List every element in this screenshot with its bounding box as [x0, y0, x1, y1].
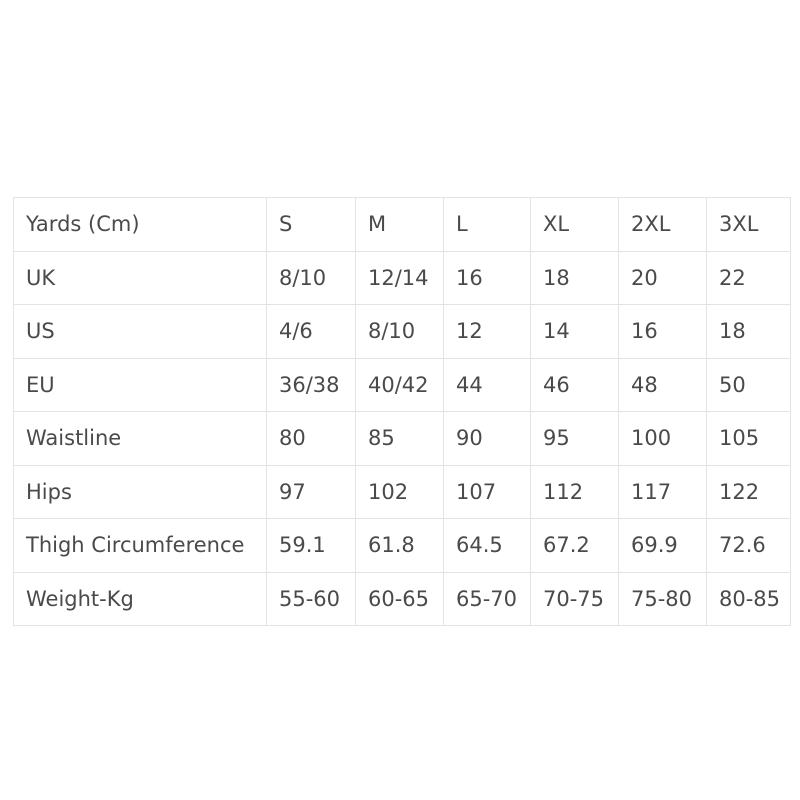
table-row: Thigh Circumference 59.1 61.8 64.5 67.2 69.9 7…: [13, 518, 791, 573]
table-cell: 18: [706, 304, 791, 359]
header-size: 2XL: [618, 197, 707, 252]
row-label: Weight-Kg: [13, 571, 267, 626]
table-cell: 64.5: [443, 518, 531, 573]
table-cell: 112: [530, 464, 619, 519]
table-row: Waistline 80 85 90 95 100 105: [13, 411, 791, 466]
table-cell: 97: [266, 464, 356, 519]
table-cell: 122: [706, 464, 791, 519]
table-row: Weight-Kg 55-60 60-65 65-70 70-75 75-80 80-85: [13, 571, 791, 626]
table-cell: 36/38: [266, 357, 356, 412]
table-cell: 16: [618, 304, 707, 359]
table-cell: 65-70: [443, 571, 531, 626]
header-size: 3XL: [706, 197, 791, 252]
table-cell: 80-85: [706, 571, 791, 626]
row-label: EU: [13, 357, 267, 412]
table-cell: 67.2: [530, 518, 619, 573]
table-cell: 75-80: [618, 571, 707, 626]
table-row: Hips 97 102 107 112 117 122: [13, 464, 791, 519]
header-size: XL: [530, 197, 619, 252]
table-cell: 90: [443, 411, 531, 466]
table-cell: 72.6: [706, 518, 791, 573]
table-cell: 102: [355, 464, 444, 519]
table-cell: 14: [530, 304, 619, 359]
table-cell: 16: [443, 250, 531, 305]
table-cell: 12: [443, 304, 531, 359]
table-cell: 69.9: [618, 518, 707, 573]
table-cell: 107: [443, 464, 531, 519]
table-cell: 55-60: [266, 571, 356, 626]
table-cell: 60-65: [355, 571, 444, 626]
size-chart-table: Yards (Cm) S M L XL 2XL 3XL UK 8/10 12/14 1…: [13, 197, 791, 626]
row-label: Waistline: [13, 411, 267, 466]
table-row: US 4/6 8/10 12 14 16 18: [13, 304, 791, 359]
table-cell: 8/10: [266, 250, 356, 305]
table-cell: 48: [618, 357, 707, 412]
table-cell: 44: [443, 357, 531, 412]
table-cell: 40/42: [355, 357, 444, 412]
header-size: L: [443, 197, 531, 252]
table-cell: 117: [618, 464, 707, 519]
table-cell: 59.1: [266, 518, 356, 573]
table-cell: 8/10: [355, 304, 444, 359]
header-label: Yards (Cm): [13, 197, 267, 252]
table-cell: 95: [530, 411, 619, 466]
row-label: Thigh Circumference: [13, 518, 267, 573]
table-cell: 100: [618, 411, 707, 466]
header-size: S: [266, 197, 356, 252]
table-cell: 18: [530, 250, 619, 305]
table-cell: 12/14: [355, 250, 444, 305]
row-label: Hips: [13, 464, 267, 519]
row-label: US: [13, 304, 267, 359]
header-row: Yards (Cm) S M L XL 2XL 3XL: [13, 197, 791, 252]
table-row: UK 8/10 12/14 16 18 20 22: [13, 250, 791, 305]
table-cell: 105: [706, 411, 791, 466]
table-cell: 70-75: [530, 571, 619, 626]
table-cell: 20: [618, 250, 707, 305]
table-cell: 50: [706, 357, 791, 412]
table-cell: 80: [266, 411, 356, 466]
table-cell: 85: [355, 411, 444, 466]
table-cell: 61.8: [355, 518, 444, 573]
table-cell: 22: [706, 250, 791, 305]
header-size: M: [355, 197, 444, 252]
table-cell: 46: [530, 357, 619, 412]
table-cell: 4/6: [266, 304, 356, 359]
table-row: EU 36/38 40/42 44 46 48 50: [13, 357, 791, 412]
row-label: UK: [13, 250, 267, 305]
